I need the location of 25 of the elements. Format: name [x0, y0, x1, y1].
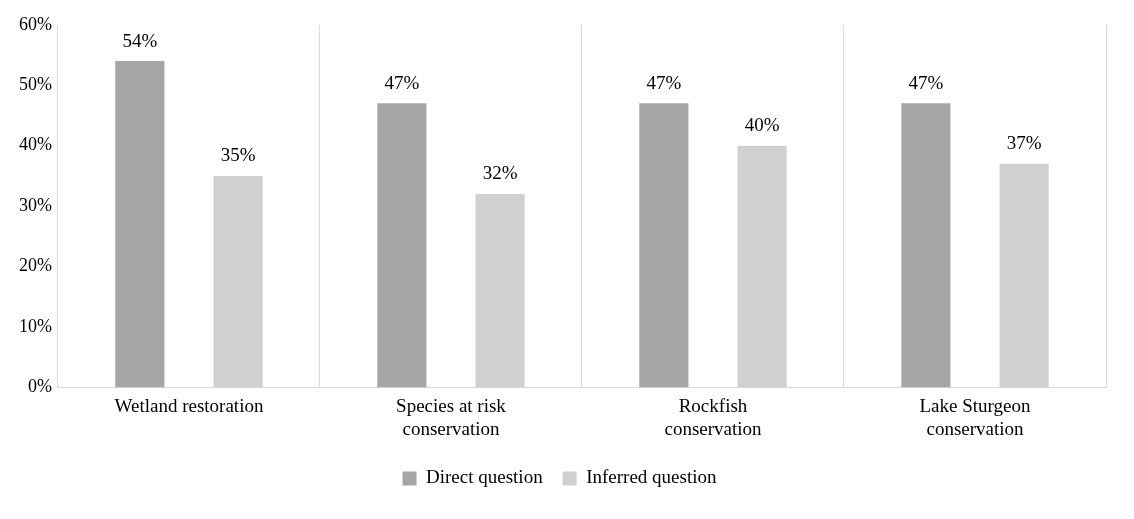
data-label: 40%	[744, 114, 780, 136]
legend-label: Inferred question	[586, 466, 717, 488]
bar	[377, 103, 427, 388]
x-tick-label: Species at risk conservation	[396, 394, 507, 439]
y-tick-label: 60%	[18, 13, 52, 34]
x-tick-label: Lake Sturgeon conservation	[919, 394, 1031, 439]
data-label: 35%	[220, 144, 256, 166]
legend-label: Direct question	[426, 466, 544, 488]
y-tick-label: 50%	[18, 73, 52, 94]
x-tick-label: Wetland restoration	[114, 394, 264, 416]
bar	[115, 61, 165, 388]
data-label: 47%	[646, 71, 682, 93]
data-label: 47%	[384, 71, 420, 93]
data-label: 37%	[1006, 132, 1042, 154]
data-label: 47%	[908, 71, 944, 93]
y-tick-label: 30%	[18, 194, 52, 215]
y-tick-label: 0%	[27, 376, 52, 397]
y-tick-label: 20%	[18, 255, 52, 276]
data-label: 32%	[482, 162, 518, 184]
y-tick-label: 40%	[18, 134, 52, 155]
bar	[639, 103, 689, 388]
y-tick-label: 10%	[18, 315, 52, 336]
x-tick-label: Rockfish conservation	[664, 394, 763, 439]
data-label: 54%	[122, 29, 158, 51]
bar	[901, 103, 951, 388]
